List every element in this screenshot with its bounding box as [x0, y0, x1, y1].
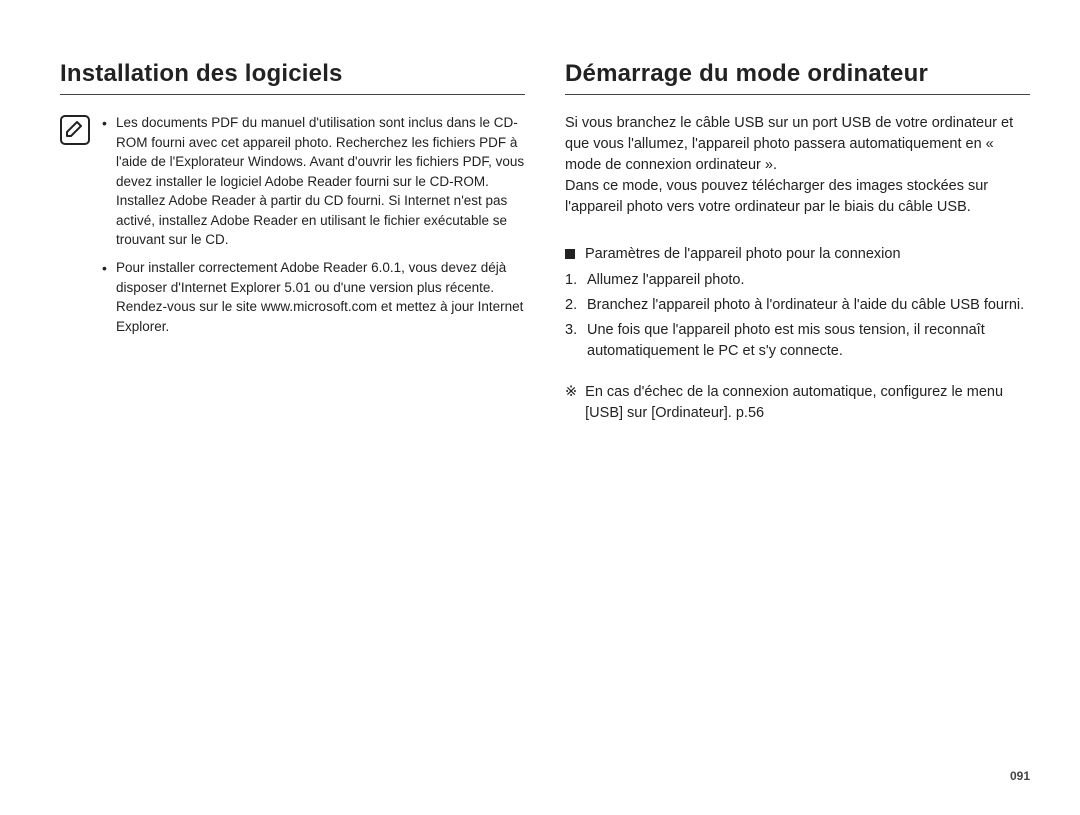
page-number: 091 [1010, 769, 1030, 783]
step-text: Allumez l'appareil photo. [587, 272, 745, 288]
step-item: 3. Une fois que l'appareil photo est mis… [565, 320, 1030, 362]
step-item: 1. Allumez l'appareil photo. [565, 270, 1030, 291]
two-column-layout: Installation des logiciels Les documents… [60, 60, 1030, 424]
note-bullet-item: Les documents PDF du manuel d'utilisatio… [102, 113, 525, 250]
document-page: Installation des logiciels Les documents… [0, 0, 1080, 815]
sub-heading-text: Paramètres de l'appareil photo pour la c… [585, 246, 901, 262]
hint-row: ※ En cas d'échec de la connexion automat… [565, 382, 1030, 424]
step-text: Une fois que l'appareil photo est mis so… [587, 322, 985, 359]
note-body: Les documents PDF du manuel d'utilisatio… [102, 113, 525, 344]
step-text: Branchez l'appareil photo à l'ordinateur… [587, 297, 1024, 313]
right-column: Démarrage du mode ordinateur Si vous bra… [565, 60, 1030, 424]
note-bullet-text: Les documents PDF du manuel d'utilisatio… [116, 115, 524, 247]
right-section-title: Démarrage du mode ordinateur [565, 60, 1030, 95]
note-bullet-text: Pour installer correctement Adobe Reader… [116, 260, 523, 334]
reference-mark-icon: ※ [565, 382, 577, 403]
note-bullet-list: Les documents PDF du manuel d'utilisatio… [102, 113, 525, 336]
sub-heading-row: Paramètres de l'appareil photo pour la c… [565, 246, 1030, 262]
note-pencil-icon [60, 115, 90, 145]
square-bullet-icon [565, 249, 575, 259]
note-block: Les documents PDF du manuel d'utilisatio… [60, 113, 525, 344]
hint-text: En cas d'échec de la connexion automatiq… [585, 382, 1030, 424]
numbered-steps: 1. Allumez l'appareil photo. 2. Branchez… [565, 270, 1030, 362]
left-section-title: Installation des logiciels [60, 60, 525, 95]
step-number: 2. [565, 295, 577, 316]
step-number: 1. [565, 270, 577, 291]
intro-paragraph: Si vous branchez le câble USB sur un por… [565, 113, 1030, 218]
left-column: Installation des logiciels Les documents… [60, 60, 525, 424]
step-item: 2. Branchez l'appareil photo à l'ordinat… [565, 295, 1030, 316]
note-bullet-item: Pour installer correctement Adobe Reader… [102, 258, 525, 336]
step-number: 3. [565, 320, 577, 341]
